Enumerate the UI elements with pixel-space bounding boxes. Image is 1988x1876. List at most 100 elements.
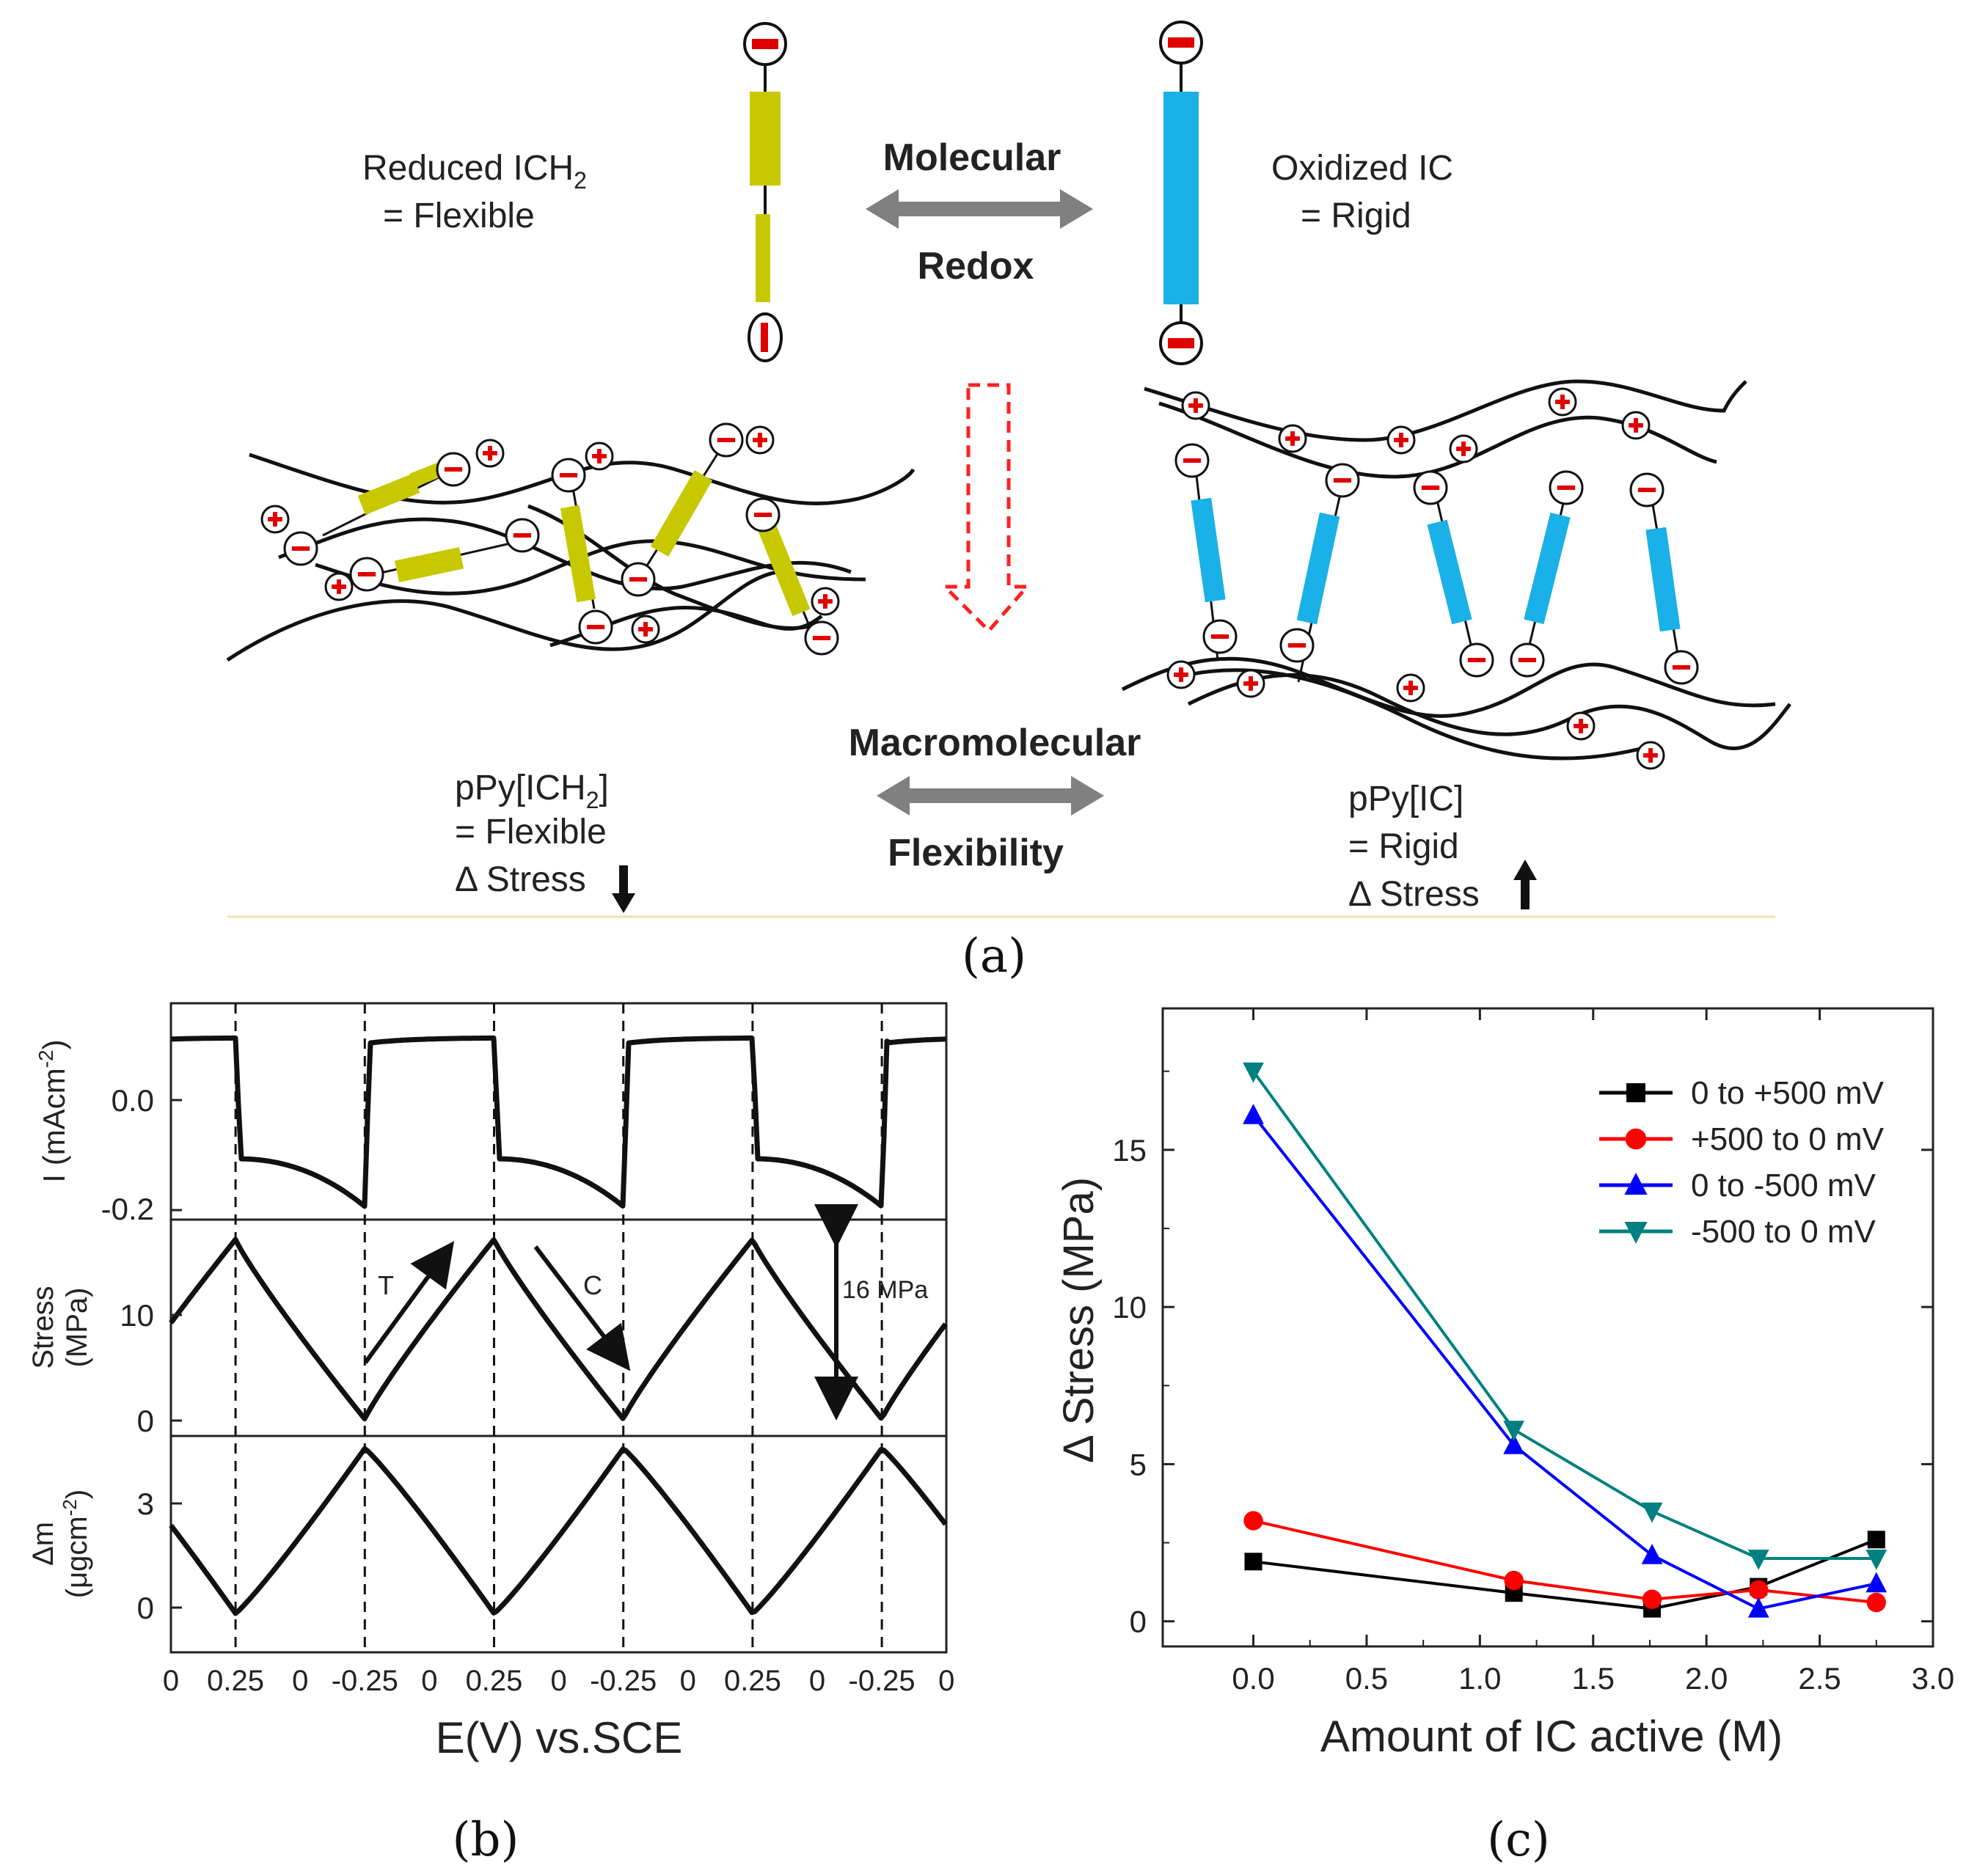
panel-c-x-tick: 1.0 [1458, 1661, 1501, 1696]
cation-plus-v [1461, 441, 1466, 456]
molecular-double-arrow [866, 189, 1093, 229]
stress-trace [169, 1236, 948, 1422]
data-point-triangle-down [1865, 1550, 1887, 1570]
cation-plus-v [823, 594, 827, 609]
data-point-triangle-up [1865, 1572, 1887, 1593]
cation-plus-v [1579, 719, 1583, 733]
dashed-down-arrow [940, 383, 1031, 634]
anion-minus [717, 438, 736, 442]
legend-label: -500 to 0 mV [1691, 1214, 1876, 1250]
panel-b-x-tick: 0.25 [724, 1665, 781, 1697]
cation-plus-v [1194, 398, 1198, 413]
panel-b-x-tick: 0 [421, 1665, 437, 1697]
mass-ylabel-1: Δm [27, 1522, 59, 1566]
data-point-triangle-up [1624, 1173, 1648, 1195]
cation-plus-v [758, 433, 762, 447]
down-arrow-icon [612, 865, 635, 913]
cation-plus-v [1179, 667, 1183, 682]
panel-a-label: (a) [962, 929, 1026, 983]
rigid-ions [1166, 387, 1699, 770]
panel-b-x-tick: 0 [550, 1665, 566, 1697]
data-point-triangle-down [1503, 1421, 1525, 1441]
stress-ylabel-2: (MPa) [61, 1288, 93, 1368]
panel-c-xlabel: Amount of IC active (M) [1320, 1712, 1783, 1761]
panel-c-x-tick: 0.0 [1232, 1661, 1274, 1696]
annot-C: C [583, 1270, 602, 1300]
anion-minus [1287, 643, 1307, 648]
cation-plus-v [643, 622, 648, 637]
macromolecular-label: Macromolecular [849, 722, 1141, 764]
panel-b-xlabel: E(V) vs.SCE [436, 1713, 683, 1762]
panel-c-y-tick: 5 [1130, 1447, 1147, 1481]
legend-entry-3: -500 to 0 mV [1599, 1214, 1876, 1250]
cation-plus-v [1648, 748, 1653, 763]
data-point-circle [1749, 1580, 1769, 1600]
right-material-eq: = Rigid [1348, 827, 1459, 866]
flexible-crosslinks [322, 439, 816, 639]
panel-b-label: (b) [453, 1813, 519, 1867]
current-trace [170, 1035, 946, 1209]
panel-c-label: (c) [1487, 1813, 1550, 1867]
panel-c-x-tick: 3.0 [1912, 1661, 1954, 1696]
panel-b-x-tick: 0.25 [466, 1665, 523, 1697]
data-point-square [1244, 1553, 1262, 1571]
stress-tick-0: 10 [120, 1298, 154, 1333]
flexibility-label: Flexibility [888, 832, 1064, 874]
panel-b-x-tick: 0 [163, 1665, 179, 1697]
panel-b: 0.0 -0.2 I (mAcm-2) 10 0 Stress (MPa) 3 … [27, 1002, 954, 1867]
panel-c: 0.0 0.5 1.0 1.5 2.0 2.5 3.0 0 5 10 15 0 to +500 mV… [1055, 1007, 1954, 1867]
data-point-triangle-up [1503, 1434, 1525, 1454]
legend-entry-0: 0 to +500 mV [1599, 1075, 1885, 1111]
panel-b-x-tick: 0 [680, 1665, 696, 1697]
panel-b-dashed-lines [234, 1003, 883, 1652]
legend-label: +500 to 0 mV [1691, 1121, 1885, 1157]
oxidized-label-line2: = Rigid [1301, 197, 1411, 235]
reduced-label-line2: = Flexible [383, 197, 535, 235]
panel-c-ticks: 0.0 0.5 1.0 1.5 2.0 2.5 3.0 0 5 10 15 [1112, 1008, 1954, 1696]
anion-minus [586, 625, 605, 629]
mass-tick-1: 0 [137, 1591, 154, 1625]
cation-plus-v [337, 579, 341, 594]
mass-ylabel-2: (μgcm-2) [59, 1490, 93, 1598]
oxidized-molecule [1159, 21, 1203, 365]
anion-minus [1637, 488, 1656, 492]
anion-minus [1518, 658, 1537, 662]
panel-c-x-tick: 1.5 [1572, 1661, 1615, 1696]
data-point-square [1867, 1531, 1885, 1549]
left-stress-label: Δ Stress [455, 860, 586, 899]
data-point-circle [1243, 1511, 1263, 1531]
panel-c-legend: 0 to +500 mV +500 to 0 mV 0 to -500 mV -500… [1599, 1075, 1885, 1250]
panel-b-x-tick: -0.25 [849, 1665, 916, 1697]
cation-plus-v [1560, 395, 1565, 409]
left-material-name: pPy[ICH2] [455, 769, 609, 813]
data-point-circle [1642, 1589, 1662, 1609]
panel-c-x-tick: 2.5 [1798, 1661, 1841, 1696]
legend-entry-1: +500 to 0 mV [1599, 1121, 1885, 1157]
panel-b-x-tick: -0.25 [332, 1665, 398, 1697]
anion-minus [1333, 478, 1352, 483]
data-point-triangle-down [1624, 1222, 1648, 1244]
cation-plus-v [1408, 681, 1413, 695]
anion-minus [291, 546, 310, 551]
panel-c-x-tick: 0.5 [1345, 1661, 1388, 1696]
data-point-triangle-up [1747, 1597, 1769, 1618]
anion-minus [1557, 486, 1576, 490]
series-3 [1243, 1062, 1887, 1570]
redox-label: Redox [918, 245, 1034, 287]
panel-b-x-tick: 0 [809, 1665, 825, 1697]
legend-entry-2: 0 to -500 mV [1599, 1168, 1876, 1203]
data-point-circle [1504, 1570, 1524, 1591]
panel-c-x-tick: 2.0 [1685, 1661, 1728, 1696]
anion-minus [753, 513, 772, 517]
legend-label: 0 to +500 mV [1691, 1075, 1885, 1111]
series-2 [1243, 1104, 1887, 1618]
cation-plus-v [273, 512, 277, 527]
cation-plus-v [1290, 431, 1295, 446]
mass-tick-0: 3 [137, 1487, 154, 1521]
anion-minus [1421, 486, 1440, 490]
current-tick-0: 0.0 [112, 1083, 154, 1118]
cation-plus-v [488, 446, 492, 461]
ion-charges [268, 395, 1691, 763]
panel-c-y-tick: 15 [1112, 1133, 1147, 1168]
left-material-eq: = Flexible [455, 813, 607, 851]
